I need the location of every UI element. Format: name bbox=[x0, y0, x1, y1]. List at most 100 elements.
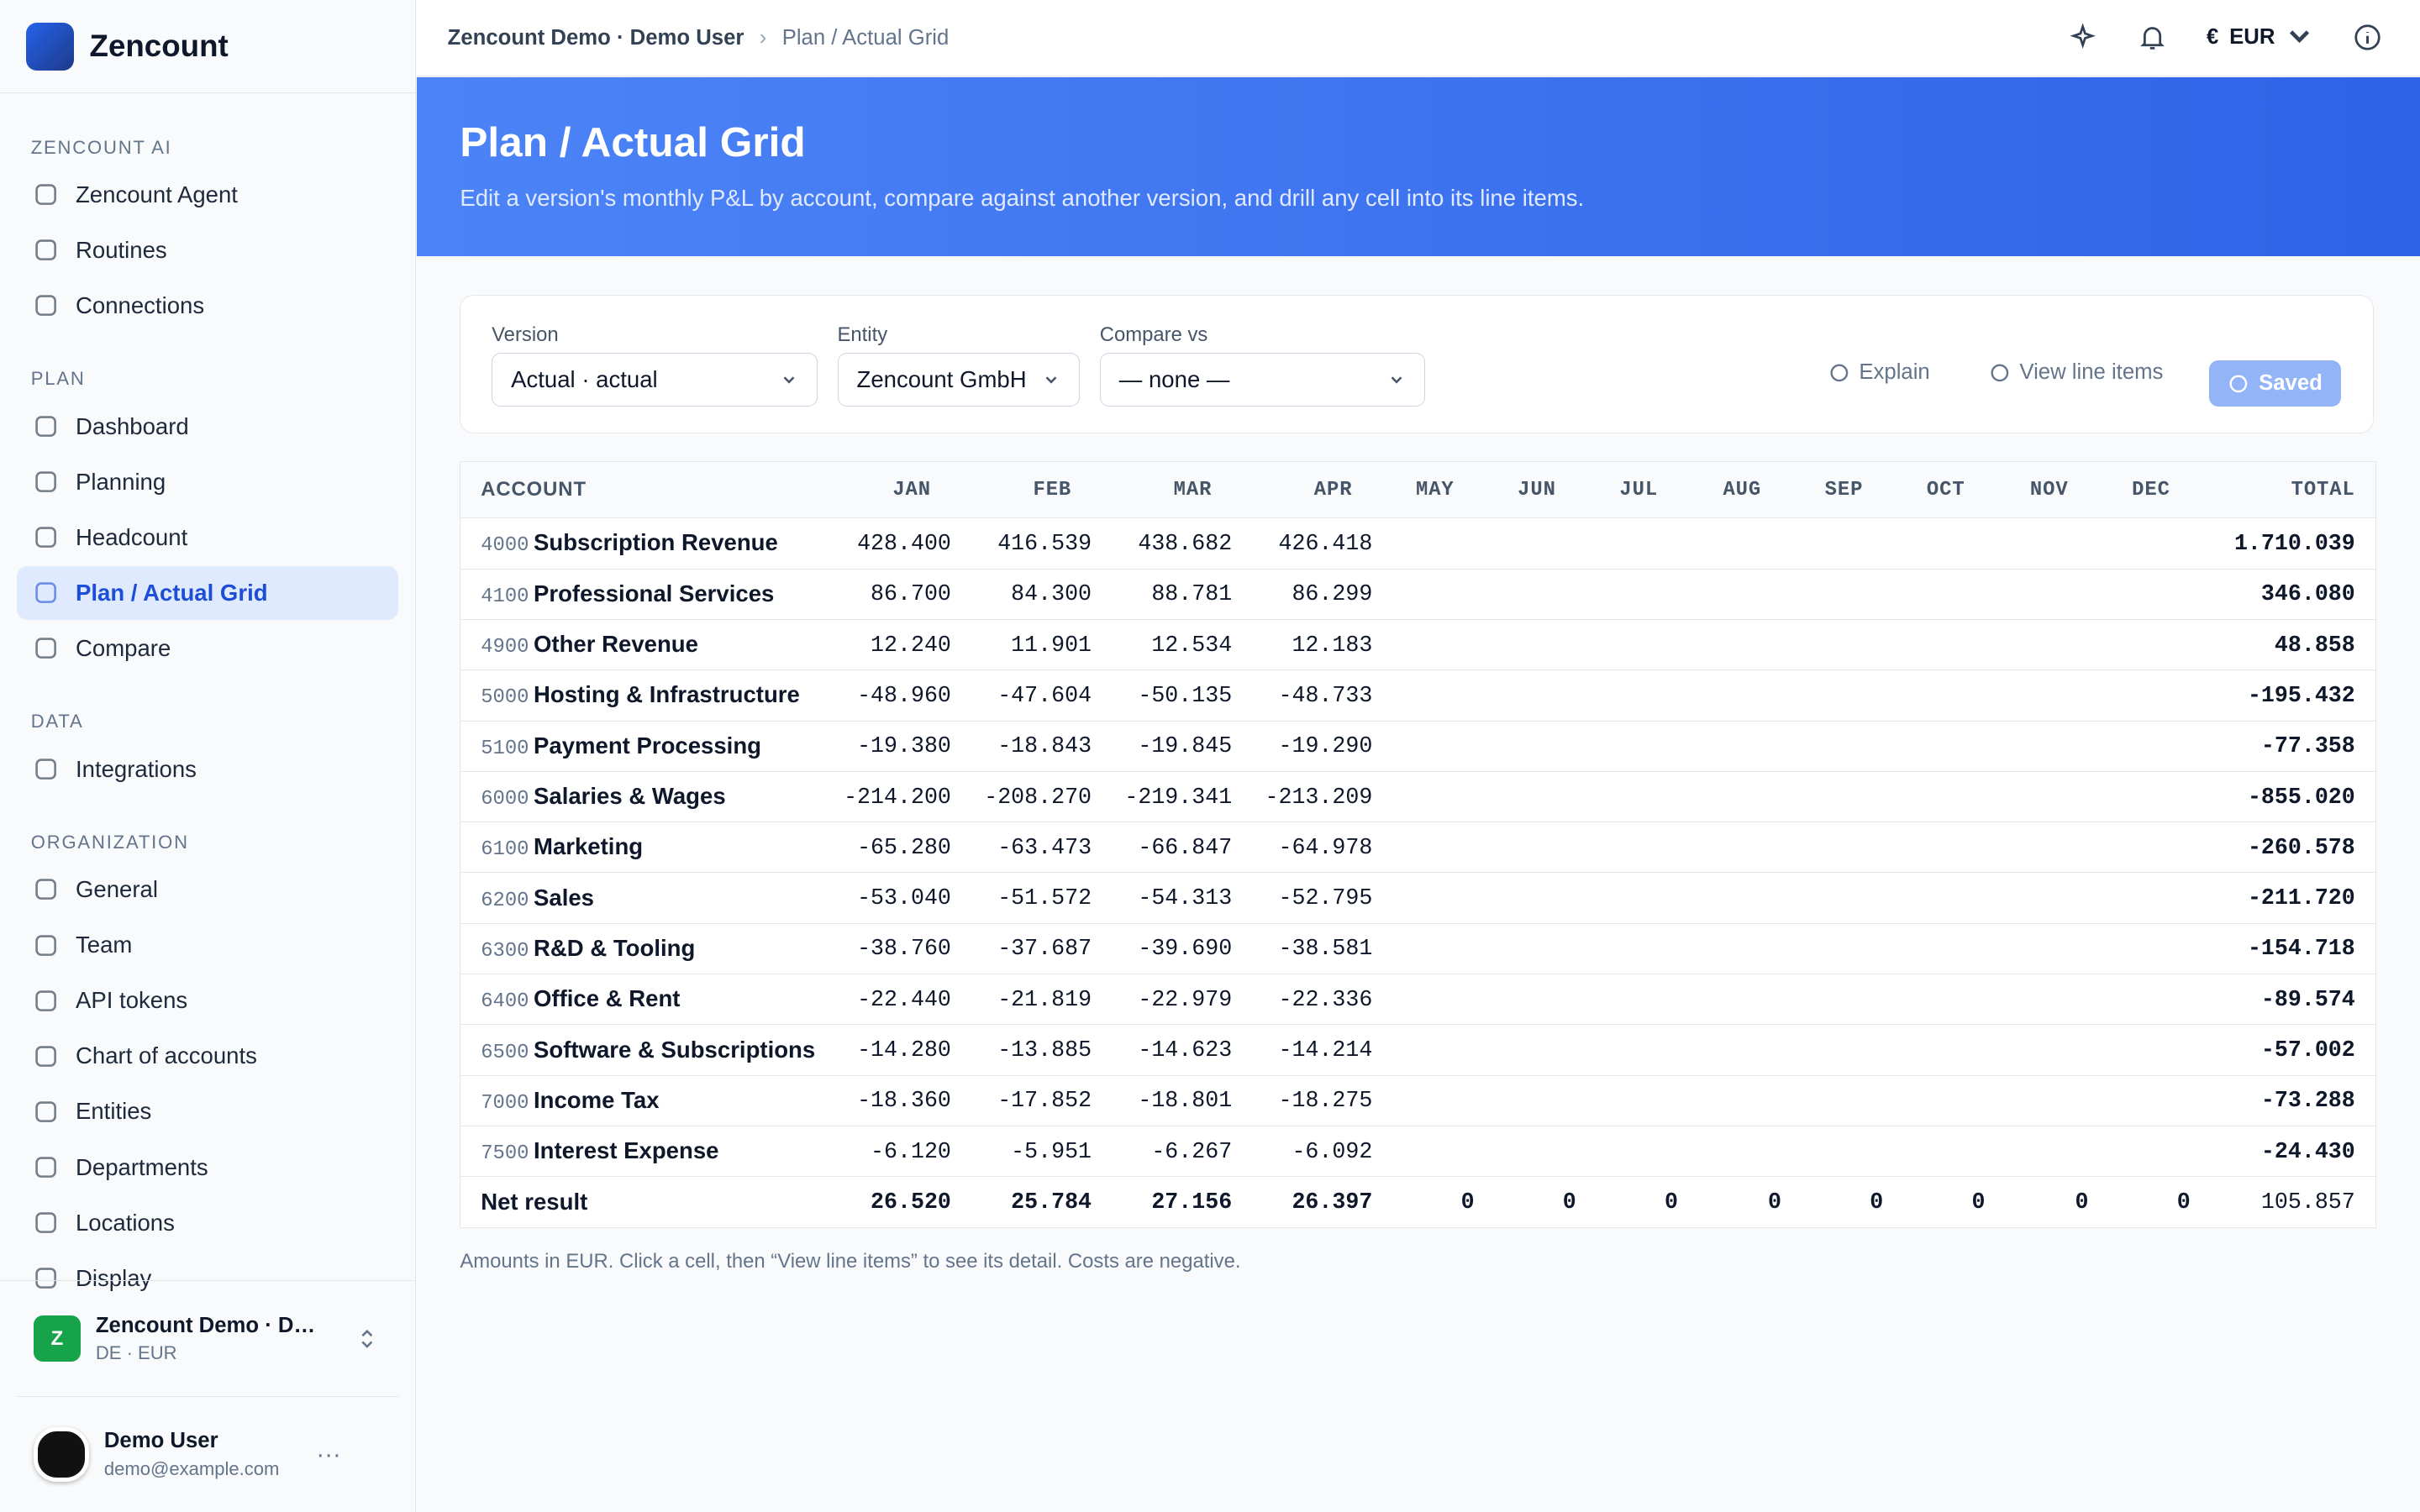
action-button[interactable]: View line items bbox=[1989, 360, 2163, 385]
month-cell[interactable]: -53.040 bbox=[837, 872, 951, 924]
month-cell[interactable] bbox=[1677, 517, 1782, 570]
month-cell[interactable] bbox=[1474, 618, 1576, 670]
month-cell[interactable]: -18.843 bbox=[950, 720, 1092, 772]
month-cell[interactable]: -18.360 bbox=[837, 1074, 951, 1126]
month-cell[interactable]: 84.300 bbox=[950, 568, 1092, 620]
month-cell[interactable] bbox=[1372, 974, 1475, 1025]
month-cell[interactable] bbox=[1781, 720, 1884, 772]
month-cell[interactable]: -47.604 bbox=[950, 669, 1092, 722]
month-cell[interactable] bbox=[2088, 1024, 2191, 1076]
month-cell[interactable]: 438.682 bbox=[1092, 517, 1233, 570]
month-cell[interactable]: -214.200 bbox=[837, 770, 951, 822]
month-cell[interactable]: -22.979 bbox=[1092, 974, 1233, 1025]
month-cell[interactable]: 11.901 bbox=[950, 618, 1092, 670]
month-cell[interactable]: -48.960 bbox=[837, 669, 951, 722]
nav-item[interactable]: Chart of accounts bbox=[17, 1029, 398, 1083]
month-cell[interactable] bbox=[2088, 822, 2191, 873]
month-cell[interactable] bbox=[1474, 822, 1576, 873]
month-cell[interactable] bbox=[2088, 568, 2191, 620]
month-cell[interactable] bbox=[1372, 517, 1475, 570]
month-cell[interactable] bbox=[1781, 770, 1884, 822]
month-cell[interactable] bbox=[1985, 1126, 2089, 1177]
month-cell[interactable]: 428.400 bbox=[837, 517, 951, 570]
month-cell[interactable] bbox=[1985, 720, 2089, 772]
month-cell[interactable] bbox=[1372, 922, 1475, 974]
month-cell[interactable] bbox=[1677, 568, 1782, 620]
month-cell[interactable] bbox=[1576, 517, 1678, 570]
month-cell[interactable] bbox=[1576, 822, 1678, 873]
nav-item[interactable]: Planning bbox=[17, 455, 398, 509]
workspace-switcher[interactable]: Z Zencount Demo · Demo User DE · EUR bbox=[0, 1280, 416, 1396]
month-cell[interactable] bbox=[1677, 1024, 1782, 1076]
month-cell[interactable] bbox=[1781, 922, 1884, 974]
nav-item[interactable]: Display bbox=[17, 1252, 398, 1305]
month-cell[interactable] bbox=[1985, 1024, 2089, 1076]
user-menu[interactable]: Demo User demo@example.com ··· bbox=[17, 1396, 398, 1512]
month-cell[interactable] bbox=[1781, 822, 1884, 873]
month-cell[interactable] bbox=[1781, 669, 1884, 722]
month-cell[interactable] bbox=[1474, 974, 1576, 1025]
month-cell[interactable] bbox=[1985, 770, 2089, 822]
month-cell[interactable]: -19.380 bbox=[837, 720, 951, 772]
action-button[interactable]: Saved bbox=[2209, 360, 2341, 407]
nav-item[interactable]: General bbox=[17, 863, 398, 916]
month-cell[interactable] bbox=[1677, 872, 1782, 924]
month-cell[interactable] bbox=[1474, 1024, 1576, 1076]
month-cell[interactable]: -5.951 bbox=[950, 1126, 1092, 1177]
month-cell[interactable] bbox=[1576, 669, 1678, 722]
month-cell[interactable] bbox=[1883, 822, 1986, 873]
month-cell[interactable] bbox=[1576, 974, 1678, 1025]
filter-select[interactable]: Zencount GmbH bbox=[837, 353, 1080, 407]
month-cell[interactable] bbox=[1474, 568, 1576, 620]
month-cell[interactable]: -22.440 bbox=[837, 974, 951, 1025]
month-cell[interactable] bbox=[1883, 517, 1986, 570]
ai-icon[interactable] bbox=[2070, 24, 2098, 51]
month-cell[interactable] bbox=[1474, 1126, 1576, 1177]
month-cell[interactable] bbox=[1372, 618, 1475, 670]
month-cell[interactable] bbox=[2088, 720, 2191, 772]
month-cell[interactable]: -19.845 bbox=[1092, 720, 1233, 772]
nav-item[interactable]: Team bbox=[17, 918, 398, 972]
month-cell[interactable] bbox=[1883, 618, 1986, 670]
month-cell[interactable] bbox=[1781, 568, 1884, 620]
month-cell[interactable] bbox=[2088, 618, 2191, 670]
month-cell[interactable] bbox=[1576, 1126, 1678, 1177]
month-cell[interactable] bbox=[1985, 618, 2089, 670]
month-cell[interactable]: 86.700 bbox=[837, 568, 951, 620]
month-cell[interactable]: -51.572 bbox=[950, 872, 1092, 924]
month-cell[interactable]: -63.473 bbox=[950, 822, 1092, 873]
month-cell[interactable] bbox=[1372, 1024, 1475, 1076]
month-cell[interactable] bbox=[2088, 872, 2191, 924]
month-cell[interactable] bbox=[1372, 770, 1475, 822]
month-cell[interactable] bbox=[1474, 770, 1576, 822]
month-cell[interactable]: 12.534 bbox=[1092, 618, 1233, 670]
month-cell[interactable]: -19.290 bbox=[1232, 720, 1373, 772]
bell-icon[interactable] bbox=[2139, 24, 2166, 51]
month-cell[interactable] bbox=[1372, 669, 1475, 722]
month-cell[interactable] bbox=[1781, 517, 1884, 570]
month-cell[interactable]: -48.733 bbox=[1232, 669, 1373, 722]
month-cell[interactable] bbox=[1985, 922, 2089, 974]
month-cell[interactable]: -17.852 bbox=[950, 1074, 1092, 1126]
month-cell[interactable] bbox=[1372, 1126, 1475, 1177]
month-cell[interactable] bbox=[1781, 1126, 1884, 1177]
nav-item[interactable]: Integrations bbox=[17, 742, 398, 795]
month-cell[interactable] bbox=[1883, 669, 1986, 722]
month-cell[interactable] bbox=[1677, 618, 1782, 670]
month-cell[interactable] bbox=[1576, 872, 1678, 924]
month-cell[interactable] bbox=[1372, 720, 1475, 772]
month-cell[interactable]: -65.280 bbox=[837, 822, 951, 873]
month-cell[interactable]: -6.092 bbox=[1232, 1126, 1373, 1177]
month-cell[interactable] bbox=[1985, 974, 2089, 1025]
month-cell[interactable] bbox=[1883, 922, 1986, 974]
month-cell[interactable] bbox=[2088, 770, 2191, 822]
month-cell[interactable] bbox=[1781, 974, 1884, 1025]
month-cell[interactable] bbox=[1677, 1074, 1782, 1126]
info-icon[interactable] bbox=[2354, 24, 2381, 51]
month-cell[interactable] bbox=[1781, 618, 1884, 670]
filter-select[interactable]: — none — bbox=[1099, 353, 1426, 407]
month-cell[interactable] bbox=[1883, 872, 1986, 924]
month-cell[interactable] bbox=[1576, 1024, 1678, 1076]
month-cell[interactable] bbox=[1474, 872, 1576, 924]
month-cell[interactable] bbox=[1883, 974, 1986, 1025]
